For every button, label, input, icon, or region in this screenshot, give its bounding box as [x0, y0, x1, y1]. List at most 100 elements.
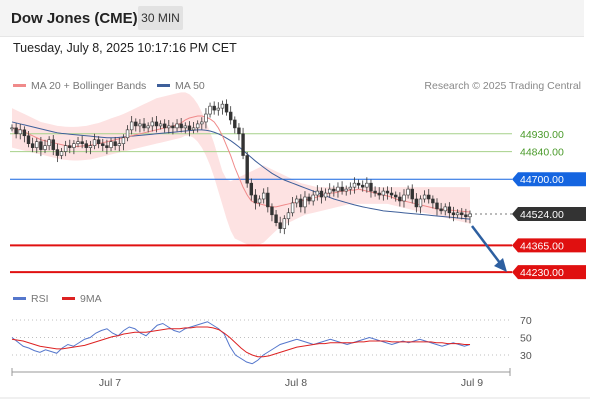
legend-ma50-label: MA 50 [175, 80, 205, 92]
candle-body [220, 103, 225, 109]
candle-body [88, 145, 93, 148]
legend-rsi-label: RSI [31, 293, 49, 305]
candle-body [344, 188, 348, 192]
legend-ma20: MA 20 + Bollinger Bands [13, 80, 146, 92]
candle-body [295, 198, 299, 204]
candle-body [224, 103, 229, 113]
candle-body [323, 192, 328, 198]
candle-body [101, 143, 105, 146]
candle-body [270, 206, 274, 216]
candle-body [336, 186, 340, 192]
level-label-44930.00: 44930.00 [520, 129, 564, 141]
candle-body [451, 212, 456, 216]
candle-body [195, 123, 200, 129]
candle-body [35, 141, 39, 148]
chart-header: Dow Jones (CME) 30 MIN [0, 0, 584, 37]
level-label-44840.00: 44840.00 [520, 147, 564, 159]
forecast-arrowhead [494, 258, 507, 272]
candle-body [204, 113, 208, 123]
legend-rsi-ma-label: 9MA [80, 293, 102, 305]
timestamp: Tuesday, July 8, 2025 10:17:16 PM CET [13, 41, 237, 55]
candle-body [385, 190, 390, 194]
legend-rsi-ma: 9MA [62, 293, 102, 305]
candle-body [84, 143, 88, 148]
candle-body [257, 198, 262, 204]
legend-ma20-label: MA 20 + Bollinger Bands [31, 80, 147, 92]
candle-body [282, 218, 287, 229]
candle-body [290, 202, 295, 214]
ma20-line [11, 115, 471, 213]
level-label-44365.00: 44365.00 [520, 240, 564, 252]
candle-body [303, 196, 307, 208]
candle-body [460, 212, 464, 216]
candle-body [228, 111, 233, 121]
level-label-44230.00: 44230.00 [520, 267, 564, 279]
candle-body [361, 184, 365, 188]
candle-body [253, 194, 258, 204]
candle-body [311, 194, 315, 202]
candle-body [150, 121, 154, 127]
candle-body [278, 222, 282, 229]
credit-text: Research © 2025 Trading Central [424, 80, 581, 92]
candle-body [233, 119, 237, 129]
level-tag-44365.00 [512, 238, 586, 253]
rsi-tick-30: 30 [520, 350, 532, 362]
candle-body [464, 214, 468, 218]
candle-body [72, 143, 76, 148]
candle-body [18, 129, 22, 135]
candle-body [402, 194, 406, 202]
level-tag-44524.00 [512, 207, 586, 221]
candle-body [389, 192, 394, 196]
candle-body [315, 190, 320, 196]
ma20-swatch [13, 83, 26, 87]
candle-body [381, 190, 386, 196]
candle-body [365, 182, 369, 188]
candle-body [43, 145, 47, 150]
candle-body [76, 141, 80, 144]
candle-body [80, 141, 84, 144]
rsi-tick-70: 70 [520, 315, 532, 327]
candle-body [212, 105, 216, 111]
candle-body [348, 186, 353, 190]
candle-body [369, 182, 373, 192]
level-label-44700.00: 44700.00 [520, 174, 564, 186]
candle-body [447, 206, 452, 214]
candle-body [142, 123, 146, 129]
candle-body [175, 123, 179, 129]
candle-body [129, 121, 134, 131]
candle-body [125, 129, 130, 139]
level-tag-44700.00 [512, 172, 586, 187]
candle-body [55, 149, 60, 156]
candle-body [332, 188, 336, 192]
x-tick-jul-9: Jul 9 [461, 377, 483, 389]
candle-body [439, 208, 443, 212]
level-label-44524.00: 44524.00 [520, 209, 564, 221]
rsi-series-9MA [11, 326, 470, 358]
candle-body [299, 198, 303, 208]
candle-body [68, 145, 72, 148]
candle-body [422, 194, 427, 200]
candle-body [96, 139, 101, 144]
candle-body [319, 190, 324, 198]
candle-body [154, 121, 159, 127]
candle-body [455, 212, 460, 216]
candle-body [59, 151, 64, 156]
candle-body [241, 133, 245, 156]
candle-body [146, 125, 150, 129]
candle-body [51, 139, 55, 150]
candle-body [22, 129, 27, 137]
timeframe-button[interactable]: 30 MIN [138, 6, 183, 30]
candle-body [435, 202, 439, 210]
candle-body [398, 196, 402, 202]
candle-body [105, 145, 109, 148]
candle-body [208, 105, 212, 115]
rsi-series-RSI [11, 321, 471, 365]
x-tick-jul-7: Jul 7 [99, 377, 121, 389]
candle-body [431, 198, 435, 204]
rsi-ma-swatch [62, 296, 75, 300]
candle-body [373, 190, 377, 194]
candle-body [187, 125, 192, 131]
candle-body [47, 139, 51, 146]
rsi-tick-50: 50 [520, 333, 532, 345]
